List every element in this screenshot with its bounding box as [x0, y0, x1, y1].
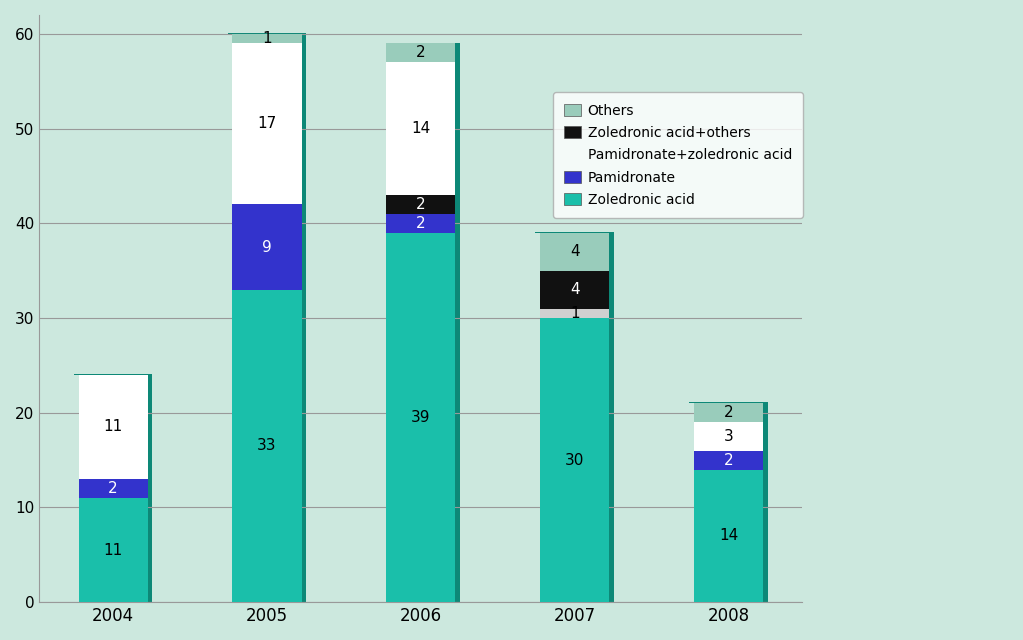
Legend: Others, Zoledronic acid+others, Pamidronate+zoledronic acid, Pamidronate, Zoledr: Others, Zoledronic acid+others, Pamidron…	[552, 92, 803, 218]
Text: 2: 2	[108, 481, 118, 496]
Text: 39: 39	[411, 410, 431, 425]
Text: 2: 2	[416, 216, 426, 231]
Bar	[232, 290, 302, 602]
Bar	[143, 375, 152, 602]
Bar	[694, 403, 763, 422]
Bar	[387, 195, 455, 214]
Bar	[540, 308, 610, 318]
Bar	[605, 233, 614, 602]
Text: 4: 4	[570, 244, 579, 259]
Bar	[540, 271, 610, 308]
Bar	[232, 204, 302, 290]
Text: 14: 14	[719, 529, 739, 543]
Text: 1: 1	[570, 306, 579, 321]
Text: 2: 2	[723, 405, 733, 420]
Text: 2: 2	[416, 45, 426, 60]
Bar	[228, 33, 306, 34]
Text: 9: 9	[262, 239, 272, 255]
Text: 30: 30	[565, 452, 584, 468]
Bar	[387, 44, 455, 62]
Bar	[694, 470, 763, 602]
Bar	[694, 451, 763, 470]
Bar	[535, 232, 614, 233]
Bar	[79, 498, 147, 602]
Bar	[232, 34, 302, 44]
Bar	[387, 214, 455, 233]
Text: 1: 1	[262, 31, 272, 46]
Bar	[382, 42, 460, 44]
Text: 17: 17	[258, 116, 276, 131]
Text: 4: 4	[570, 282, 579, 297]
Bar	[540, 318, 610, 602]
Bar	[74, 374, 152, 375]
Text: 11: 11	[103, 419, 123, 435]
Bar	[451, 44, 460, 602]
Text: 33: 33	[257, 438, 277, 453]
Bar	[232, 44, 302, 204]
Bar	[694, 422, 763, 451]
Bar	[297, 34, 306, 602]
Bar	[758, 403, 767, 602]
Text: 14: 14	[411, 121, 431, 136]
Text: 2: 2	[723, 452, 733, 468]
Bar	[540, 233, 610, 271]
Text: 2: 2	[416, 197, 426, 212]
Text: 11: 11	[103, 543, 123, 557]
Bar	[79, 375, 147, 479]
Bar	[79, 479, 147, 498]
Text: 3: 3	[723, 429, 733, 444]
Bar	[387, 62, 455, 195]
Bar	[387, 233, 455, 602]
